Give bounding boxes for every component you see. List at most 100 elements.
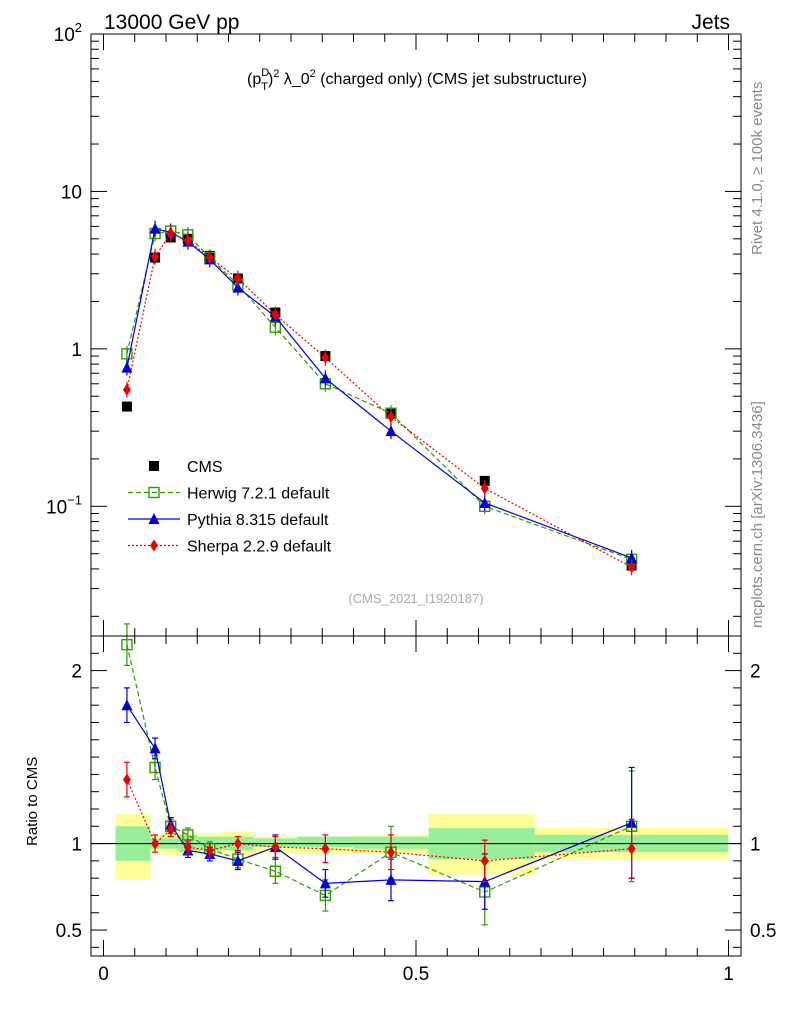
legend-entry-1: Herwig 7.2.1 default: [128, 486, 330, 503]
main-y-tick-label-exp: 2: [75, 20, 82, 35]
ratio-data-point: [269, 865, 282, 877]
main-data-point: [121, 348, 133, 360]
ratio-y-tick-label-right: 2: [750, 662, 761, 683]
main-data-point: [626, 551, 638, 563]
main-data-point: [166, 227, 175, 240]
plot-title-open: (p: [247, 71, 261, 88]
main-data-point: [385, 425, 397, 437]
ratio-series: [121, 623, 638, 926]
ratio-data-point: [151, 837, 160, 850]
main-data-point: [480, 482, 489, 495]
legend-label: Herwig 7.2.1 default: [187, 486, 330, 503]
legend: CMS Herwig 7.2.1 default Pythia 8.315 defa…: [128, 459, 332, 556]
main-series: [121, 220, 638, 576]
plot-title-sub: T: [261, 81, 268, 93]
legend-marker: [148, 486, 160, 499]
ratio-y-tick-label: 1: [71, 835, 82, 856]
plot-title-exp: 2: [273, 68, 279, 80]
plot-title-sup: D: [261, 67, 269, 79]
plot-title-tail: (charged only) (CMS jet substructure): [316, 71, 587, 88]
ratio-data-point: [149, 761, 161, 774]
main-data-point: [321, 351, 330, 364]
legend-entry-0: CMS: [149, 459, 223, 476]
ratio-data-point: [232, 854, 244, 866]
ratio-y-tick-label: 0.5: [56, 921, 82, 942]
ratio-data-point: [480, 854, 489, 867]
main-data-point: [151, 250, 160, 263]
x-tick-label: 0: [98, 964, 109, 985]
mcplots-label: mcplots.cern.ch [arXiv:1306.3436]: [749, 401, 766, 628]
ratio-plot-frame: [90, 635, 742, 957]
ratio-series-1: [121, 623, 638, 926]
header-left-title: 13000 GeV pp: [104, 11, 239, 34]
main-data-point: [122, 383, 131, 396]
legend-label: Pythia 8.315 default: [187, 512, 329, 529]
plot-title-rest: λ_0: [279, 71, 309, 88]
ratio-data-point: [149, 742, 161, 754]
ratio-y-tick-label-right: 0.5: [750, 921, 776, 942]
main-series-line: [126, 230, 632, 560]
ratio-y-tick-label-right: 1: [750, 835, 761, 856]
ratio-ylabel: Ratio to CMS: [24, 757, 41, 846]
legend-marker: [148, 513, 160, 524]
main-data-point: [627, 561, 636, 574]
main-y-tick-label-base: 10: [61, 182, 82, 203]
main-data-point: [121, 361, 133, 373]
header-right-title: Jets: [691, 11, 730, 34]
ratio-series-3: [122, 761, 636, 883]
main-data-point: [121, 401, 132, 412]
ratio-ticks: 0.5 0.5 1 1 2 2: [56, 635, 776, 956]
main-y-tick-label-base: 10: [46, 497, 67, 518]
main-data-point: [233, 272, 242, 285]
main-series-3: [122, 225, 636, 576]
ratio-data-point: [321, 842, 330, 855]
main-data-point: [479, 496, 491, 508]
plot-title-close: ): [268, 71, 273, 88]
legend-entry-2: Pythia 8.315 default: [128, 512, 329, 529]
ratio-data-point: [122, 773, 131, 786]
ratio-series-2: [121, 687, 638, 910]
main-data-point: [232, 281, 244, 293]
plot-title: (pD T)2 λ_02 (charged only) (CMS jet subs…: [247, 67, 587, 93]
main-y-tick-label: 1: [71, 340, 82, 361]
plot-title-exp2: 2: [310, 68, 316, 80]
legend-marker: [149, 461, 159, 471]
analysis-id-label: (CMS_2021_I1920187): [348, 591, 483, 606]
ratio-data-point: [385, 873, 397, 885]
ratio-data-point: [319, 877, 331, 889]
legend-marker: [150, 539, 158, 552]
main-y-tick-label-base: 1: [71, 340, 82, 361]
ratio-data-point: [271, 841, 280, 854]
x-tick-label: 1: [723, 964, 734, 985]
legend-entry-3: Sherpa 2.2.9 default: [128, 539, 332, 556]
x-axis-ticks: 0 0.5 1: [98, 964, 734, 985]
ratio-data-point: [166, 823, 175, 836]
ratio-panel: 0.5 0.5 1 1 2 2 Ratio to CMS: [24, 623, 776, 957]
ratio-data-point: [205, 844, 214, 857]
legend-label: CMS: [187, 459, 223, 476]
main-y-tick-label-exp: −1: [67, 492, 82, 507]
main-series-line: [126, 227, 632, 559]
rivet-version-label: Rivet 4.1.0, ≥ 100k events: [749, 82, 766, 255]
main-y-tick-label: 10−1: [46, 492, 82, 518]
main-y-tick-label-base: 10: [54, 25, 75, 46]
ratio-data-point: [183, 841, 192, 854]
main-data-point: [387, 410, 395, 423]
ratio-data-point: [121, 699, 133, 711]
ratio-data-point: [233, 837, 242, 850]
x-tick-label: 0.5: [403, 964, 429, 985]
main-y-tick-label: 102: [54, 20, 82, 46]
ratio-data-point: [387, 846, 395, 859]
legend-label: Sherpa 2.2.9 default: [187, 539, 332, 556]
main-data-point: [183, 234, 192, 247]
ratio-y-tick-label: 2: [71, 662, 82, 683]
ratio-data-point: [627, 842, 636, 855]
main-y-tick-label: 10: [61, 182, 82, 203]
main-data-point: [271, 308, 280, 321]
ratio-data-point: [121, 638, 133, 651]
main-data-point: [205, 251, 214, 264]
main-data-point: [149, 222, 161, 234]
